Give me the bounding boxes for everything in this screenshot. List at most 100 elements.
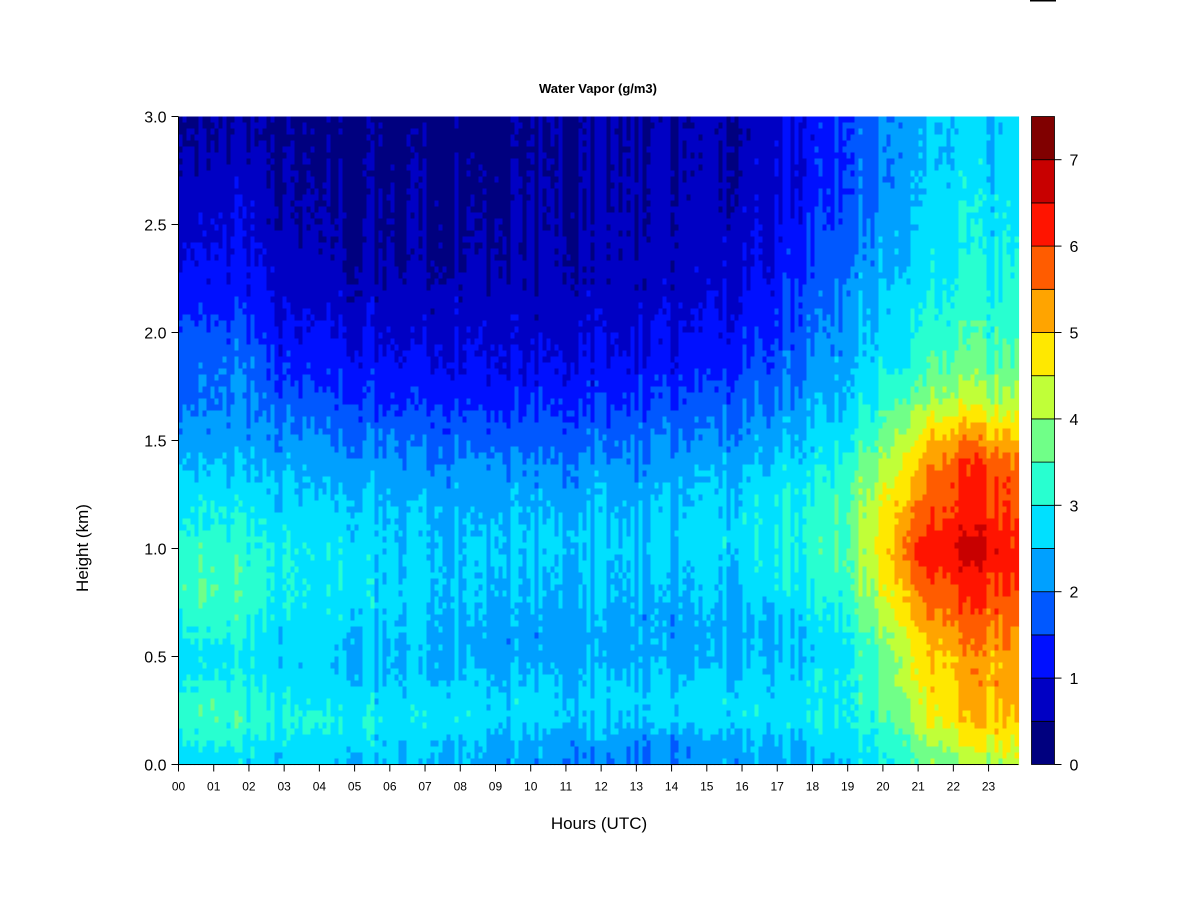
heatmap-cell <box>270 344 276 406</box>
heatmap-cell <box>762 668 768 676</box>
heatmap-cell <box>978 680 984 688</box>
heatmap-cell <box>990 194 996 208</box>
heatmap-cell <box>206 632 212 640</box>
heatmap-cell <box>590 284 596 364</box>
heatmap-cell <box>650 626 656 634</box>
heatmap-cell <box>646 236 652 244</box>
heatmap-cell <box>278 452 284 514</box>
heatmap-cell <box>982 200 988 238</box>
heatmap-cell <box>734 518 740 550</box>
heatmap-cell <box>658 116 664 124</box>
heatmap-cell <box>770 278 776 292</box>
heatmap-cell <box>810 116 816 136</box>
heatmap-cell <box>586 494 592 502</box>
heatmap-cell <box>266 566 272 574</box>
heatmap-cell <box>886 116 892 124</box>
heatmap-cell <box>390 182 396 214</box>
heatmap-cell <box>194 266 200 328</box>
heatmap-cell <box>922 386 928 412</box>
heatmap-cell <box>658 494 664 508</box>
heatmap-cell <box>414 128 420 136</box>
heatmap-cell <box>1006 230 1012 238</box>
heatmap-cell <box>950 518 956 586</box>
heatmap-cell <box>698 470 704 478</box>
heatmap-cell <box>658 584 664 592</box>
heatmap-cell <box>418 530 424 538</box>
heatmap-cell <box>606 548 612 562</box>
heatmap-cell <box>482 194 488 202</box>
heatmap-cell <box>886 374 892 412</box>
heatmap-cell <box>642 218 648 238</box>
heatmap-cell <box>602 326 608 334</box>
heatmap-cell <box>890 164 896 178</box>
heatmap-cell <box>758 404 764 448</box>
heatmap-cell <box>918 704 924 742</box>
heatmap-cell <box>894 398 900 430</box>
heatmap-cell <box>466 158 472 166</box>
heatmap-cell <box>210 740 216 766</box>
heatmap-cell <box>478 578 484 586</box>
heatmap-cell <box>670 632 676 640</box>
heatmap-cell <box>946 614 952 622</box>
heatmap-cell <box>266 548 272 562</box>
heatmap-cell <box>278 398 284 442</box>
heatmap-cell <box>198 752 204 766</box>
heatmap-cell <box>342 494 348 640</box>
heatmap-cell <box>682 518 688 568</box>
heatmap-cell <box>290 434 296 472</box>
heatmap-cell <box>538 386 544 448</box>
heatmap-cell <box>1006 452 1012 478</box>
heatmap-cell <box>994 650 1000 682</box>
heatmap-cell <box>522 464 528 472</box>
heatmap-cell <box>610 560 616 574</box>
heatmap-cell <box>734 758 740 766</box>
heatmap-cell <box>270 542 276 568</box>
heatmap-cell <box>594 614 600 622</box>
heatmap-cell <box>310 146 316 154</box>
heatmap-cell <box>698 500 704 586</box>
heatmap-cell <box>766 356 772 364</box>
heatmap-cell <box>746 464 752 478</box>
heatmap-cell <box>642 698 648 706</box>
heatmap-cell <box>542 206 548 214</box>
heatmap-cell <box>222 662 228 670</box>
heatmap-cell <box>322 116 328 184</box>
heatmap-cell <box>898 158 904 280</box>
heatmap-cell <box>530 494 536 502</box>
heatmap-cell <box>446 470 452 478</box>
heatmap-cell <box>394 668 400 676</box>
heatmap-cell <box>394 410 400 418</box>
heatmap-cell <box>994 644 1000 652</box>
heatmap-cell <box>798 458 804 466</box>
heatmap-cell <box>306 554 312 586</box>
heatmap-cell <box>930 692 936 730</box>
heatmap-cell <box>482 116 488 172</box>
heatmap-cell <box>738 434 744 442</box>
heatmap-cell <box>438 356 444 406</box>
heatmap-cell <box>606 260 612 280</box>
heatmap-cell <box>418 446 424 496</box>
heatmap-cell <box>802 626 808 640</box>
heatmap-cell <box>882 410 888 418</box>
heatmap-cell <box>514 626 520 640</box>
heatmap-cell <box>498 356 504 376</box>
heatmap-cell <box>954 506 960 514</box>
heatmap-cell <box>890 722 896 760</box>
heatmap-cell <box>474 356 480 412</box>
heatmap-cell <box>466 410 472 442</box>
heatmap-cell <box>802 116 808 130</box>
heatmap-cell <box>554 566 560 574</box>
heatmap-cell <box>394 620 400 628</box>
heatmap-cell <box>258 608 264 694</box>
heatmap-cell <box>362 116 368 160</box>
heatmap-cell <box>650 638 656 646</box>
heatmap-cell <box>682 404 688 442</box>
heatmap-cell <box>814 392 820 400</box>
heatmap-cell <box>538 446 544 490</box>
heatmap-cell <box>990 656 996 664</box>
heatmap-cell <box>846 572 852 616</box>
heatmap-cell <box>954 116 960 130</box>
heatmap-cell <box>658 674 664 730</box>
heatmap-cell <box>734 692 740 700</box>
heatmap-cell <box>306 188 312 208</box>
